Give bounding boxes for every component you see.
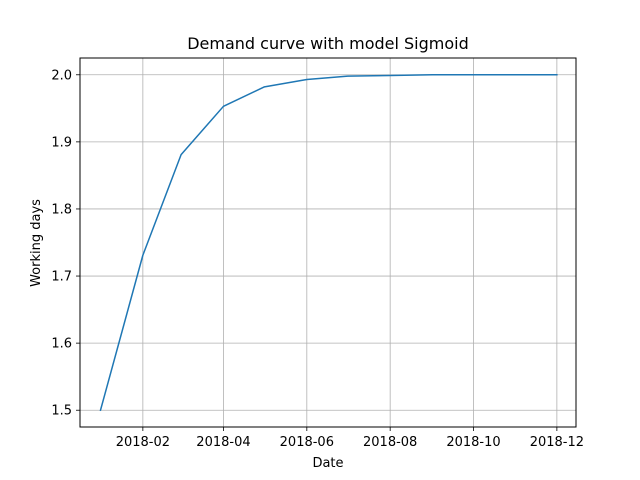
chart-title: Demand curve with model Sigmoid [187, 34, 469, 53]
x-axis-label: Date [312, 456, 343, 471]
grid [80, 58, 576, 427]
x-tick-label: 2018-10 [446, 435, 500, 450]
x-tick-label: 2018-08 [363, 435, 417, 450]
x-tick-label: 2018-12 [530, 435, 584, 450]
x-tick-label: 2018-06 [280, 435, 334, 450]
x-tick-label: 2018-04 [196, 435, 250, 450]
y-axis: 1.5 1.6 1.7 1.8 1.9 2.0 [51, 68, 80, 419]
plot-area-frame [79, 57, 577, 428]
y-tick-label: 1.5 [51, 404, 72, 419]
series-layer [99, 74, 558, 412]
x-axis: 2018-02 2018-04 2018-06 2018-08 2018-10 2018-… [116, 427, 584, 450]
y-axis-label: Working days [29, 199, 44, 287]
y-tick-label: 1.8 [51, 202, 72, 217]
y-tick-label: 1.6 [51, 337, 72, 352]
series-line [99, 74, 558, 412]
y-tick-label: 1.9 [51, 135, 72, 150]
y-tick-label: 2.0 [51, 68, 72, 83]
x-tick-label: 2018-02 [116, 435, 170, 450]
y-tick-label: 1.7 [51, 270, 72, 285]
